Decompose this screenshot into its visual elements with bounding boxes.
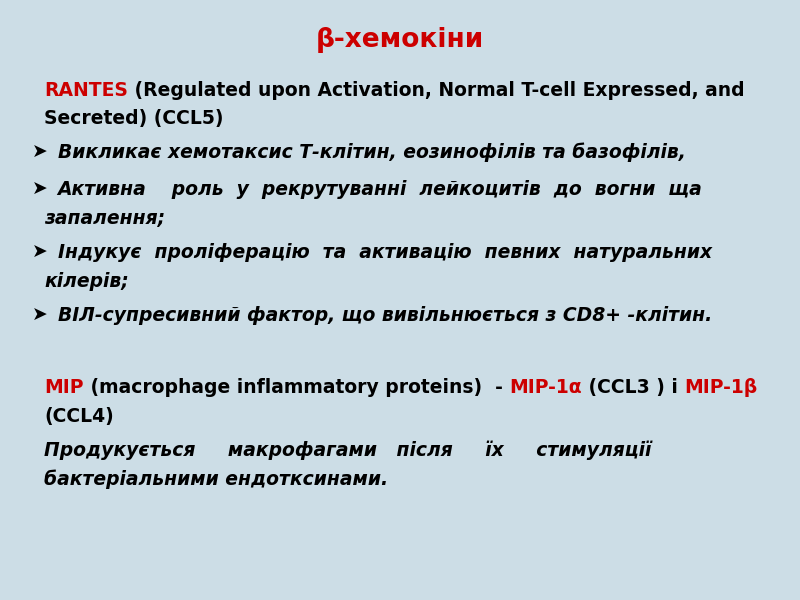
Text: MIP: MIP bbox=[44, 378, 83, 397]
Text: ➤: ➤ bbox=[32, 306, 48, 325]
Text: (macrophage inflammatory proteins)  -: (macrophage inflammatory proteins) - bbox=[83, 378, 509, 397]
Text: MIP-1α: MIP-1α bbox=[509, 378, 582, 397]
Text: запалення;: запалення; bbox=[44, 209, 165, 228]
Text: ВІЛ-супресивний фактор, що вивільнюється з CD8+ -клітин.: ВІЛ-супресивний фактор, що вивільнюється… bbox=[58, 306, 712, 325]
Text: ➤: ➤ bbox=[32, 180, 48, 199]
Text: MIP-1β: MIP-1β bbox=[684, 378, 757, 397]
Text: бактеріальними ендотксинами.: бактеріальними ендотксинами. bbox=[44, 469, 388, 489]
Text: ➤: ➤ bbox=[32, 143, 48, 162]
Text: Активна    роль  у  рекрутуванні  лейкоцитів  до  вогни  ща: Активна роль у рекрутуванні лейкоцитів д… bbox=[58, 180, 702, 199]
Text: Індукує  проліферацію  та  активацію  певних  натуральних: Індукує проліферацію та активацію певних… bbox=[58, 243, 712, 262]
Text: Викликає хемотаксис Т-клітин, еозинофілів та базофілів,: Викликає хемотаксис Т-клітин, еозинофілі… bbox=[58, 143, 686, 163]
Text: (CCL3 ) і: (CCL3 ) і bbox=[582, 378, 684, 397]
Text: Secreted) (CCL5): Secreted) (CCL5) bbox=[44, 109, 223, 128]
Text: RANTES: RANTES bbox=[44, 81, 128, 100]
Text: (Regulated upon Activation, Normal T-cell Expressed, and: (Regulated upon Activation, Normal T-cel… bbox=[128, 81, 745, 100]
Text: Продукується     макрофагами   після     їх     стимуляції: Продукується макрофагами після їх стимул… bbox=[44, 441, 651, 460]
Text: β-хемокіни: β-хемокіни bbox=[316, 27, 484, 53]
Text: ➤: ➤ bbox=[32, 243, 48, 262]
Text: (CCL4): (CCL4) bbox=[44, 407, 114, 426]
Text: кілерів;: кілерів; bbox=[44, 272, 129, 291]
